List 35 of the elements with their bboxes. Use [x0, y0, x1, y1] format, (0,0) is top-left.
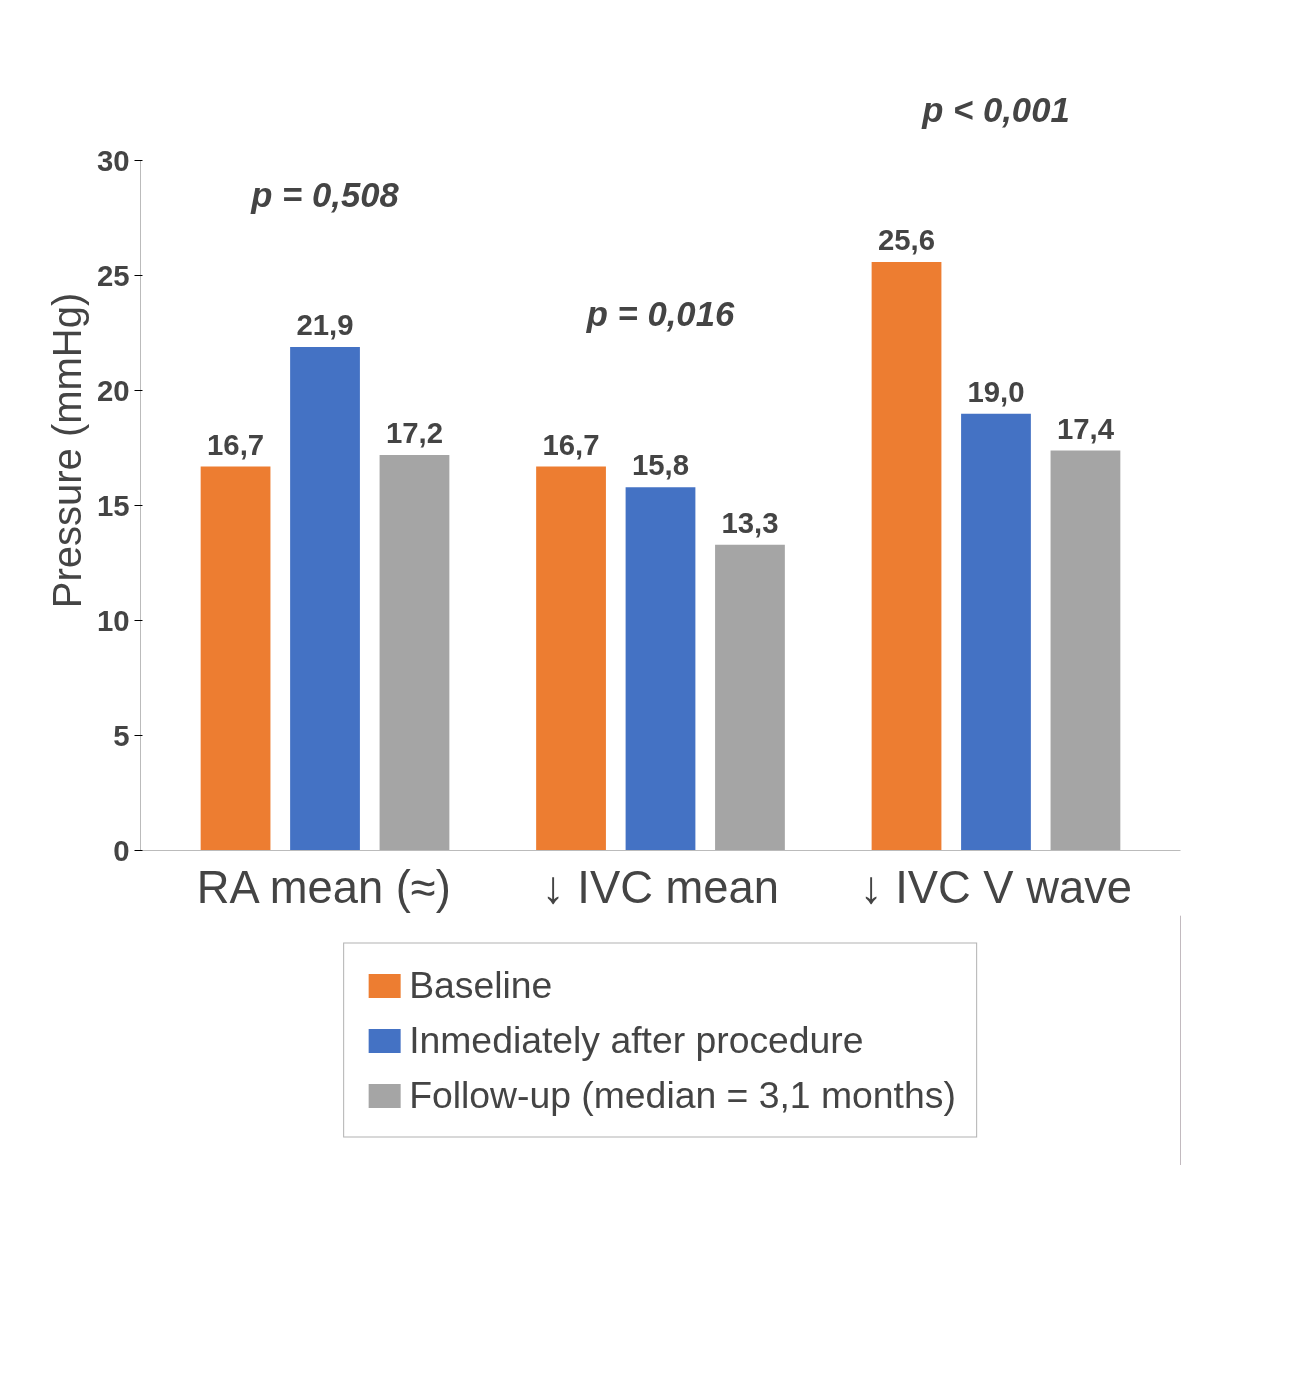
y-tick-label: 0	[113, 833, 130, 867]
data-label: 13,3	[721, 505, 779, 539]
y-tick-label: 20	[96, 373, 130, 407]
data-label: 15,8	[631, 448, 690, 482]
y-axis-title: Pressure (mmHg)	[44, 292, 89, 609]
data-label: 17,2	[385, 416, 444, 450]
legend-label: Inmediately after procedure	[409, 1018, 864, 1062]
bar	[290, 347, 360, 851]
x-tick-label: ↓ IVC V wave	[859, 861, 1133, 913]
data-label: 17,4	[1056, 411, 1115, 445]
data-label: 21,9	[296, 308, 354, 342]
y-tick-label: 30	[96, 143, 130, 177]
data-label: 19,0	[967, 374, 1025, 408]
y-tick-label: 25	[96, 258, 130, 292]
legend-label: Baseline	[409, 963, 553, 1007]
data-label: 16,7	[207, 427, 265, 461]
y-tick-label: 15	[96, 488, 130, 522]
bar	[536, 466, 606, 851]
data-label: 25,6	[877, 222, 936, 256]
bar	[871, 261, 942, 851]
data-label: 16,7	[542, 427, 600, 461]
bar	[200, 466, 271, 851]
annotation: p = 0,508	[250, 175, 400, 214]
text: p < 0,001	[921, 90, 1070, 129]
bar	[961, 413, 1031, 851]
annotation: p = 0,016	[585, 295, 735, 334]
bar	[625, 487, 696, 851]
bar	[715, 544, 785, 851]
bar	[1050, 450, 1121, 851]
x-tick-label: ↓ IVC mean	[542, 861, 779, 913]
bar	[379, 455, 450, 851]
x-tick-label: RA mean (≈)	[196, 861, 451, 913]
legend-label: Follow-up (median = 3,1 months)	[409, 1073, 956, 1117]
y-tick-label: 10	[96, 603, 130, 637]
y-tick-label: 5	[113, 718, 130, 752]
